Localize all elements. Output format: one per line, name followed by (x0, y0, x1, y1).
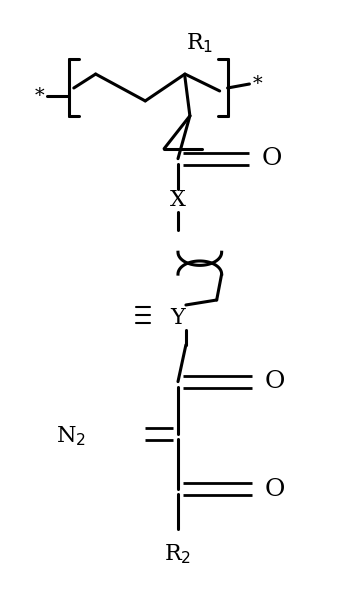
Text: R$_1$: R$_1$ (186, 31, 214, 55)
Text: *: * (34, 87, 44, 105)
Text: Y: Y (170, 307, 185, 329)
Text: O: O (262, 147, 282, 170)
Text: O: O (265, 478, 286, 500)
Text: *: * (252, 75, 262, 93)
Text: O: O (265, 370, 286, 393)
Text: R$_2$: R$_2$ (164, 542, 192, 566)
Text: X: X (170, 190, 186, 211)
Text: N$_2$: N$_2$ (56, 425, 86, 448)
